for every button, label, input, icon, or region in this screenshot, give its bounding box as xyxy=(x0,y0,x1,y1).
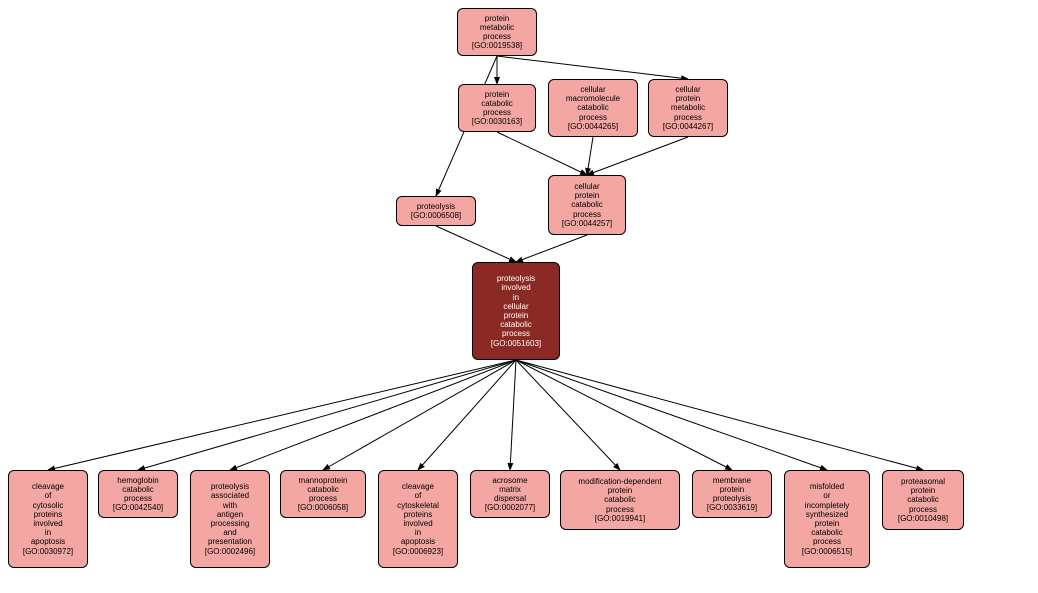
go-node-0044265: cellularmacromoleculecatabolicprocess[GO… xyxy=(548,79,638,137)
go-node-0019538: proteinmetabolicprocess[GO:0019538] xyxy=(457,8,537,56)
go-node-0044257: cellularproteincatabolicprocess[GO:00442… xyxy=(548,175,626,235)
edge-n0051603-n0002077 xyxy=(510,360,516,470)
edge-n0051603-n0019941 xyxy=(516,360,620,470)
go-node-0006923: cleavageofcytoskeletalproteinsinvolvedin… xyxy=(378,470,458,568)
go-node-0006058: mannoproteincatabolicprocess[GO:0006058] xyxy=(280,470,366,518)
go-node-0051603: proteolysisinvolvedincellularproteincata… xyxy=(472,262,560,360)
edge-n0051603-n0002496 xyxy=(230,360,516,470)
go-node-0019941: modification-dependentproteincatabolicpr… xyxy=(560,470,680,530)
edge-n0051603-n0006058 xyxy=(323,360,516,470)
edge-n0030163-n0044257 xyxy=(497,132,587,175)
edge-n0019538-n0044267 xyxy=(497,56,688,79)
go-node-0042540: hemoglobincatabolicprocess[GO:0042540] xyxy=(98,470,178,518)
go-node-0002496: proteolysisassociatedwithantigenprocessi… xyxy=(190,470,270,568)
go-node-0006515: misfoldedorincompletelysynthesizedprotei… xyxy=(784,470,870,568)
edge-n0051603-n0006923 xyxy=(418,360,516,470)
edge-n0051603-n0030972 xyxy=(48,360,516,470)
go-node-0033619: membraneproteinproteolysis[GO:0033619] xyxy=(692,470,772,518)
edge-n0044265-n0044257 xyxy=(587,137,593,175)
go-node-0044267: cellularproteinmetabolicprocess[GO:00442… xyxy=(648,79,728,137)
edge-n0051603-n0010498 xyxy=(516,360,923,470)
go-node-0030972: cleavageofcytosolicproteinsinvolvedinapo… xyxy=(8,470,88,568)
go-node-0030163: proteincatabolicprocess[GO:0030163] xyxy=(458,84,536,132)
edge-n0006508-n0051603 xyxy=(436,226,516,262)
go-node-0006508: proteolysis[GO:0006508] xyxy=(396,196,476,226)
edge-n0044267-n0044257 xyxy=(587,137,688,175)
edge-n0044257-n0051603 xyxy=(516,235,587,262)
go-node-0002077: acrosomematrixdispersal[GO:0002077] xyxy=(470,470,550,518)
go-node-0010498: proteasomalproteincatabolicprocess[GO:00… xyxy=(882,470,964,530)
edge-n0051603-n0042540 xyxy=(138,360,516,470)
edge-n0051603-n0033619 xyxy=(516,360,732,470)
edge-n0051603-n0006515 xyxy=(516,360,827,470)
